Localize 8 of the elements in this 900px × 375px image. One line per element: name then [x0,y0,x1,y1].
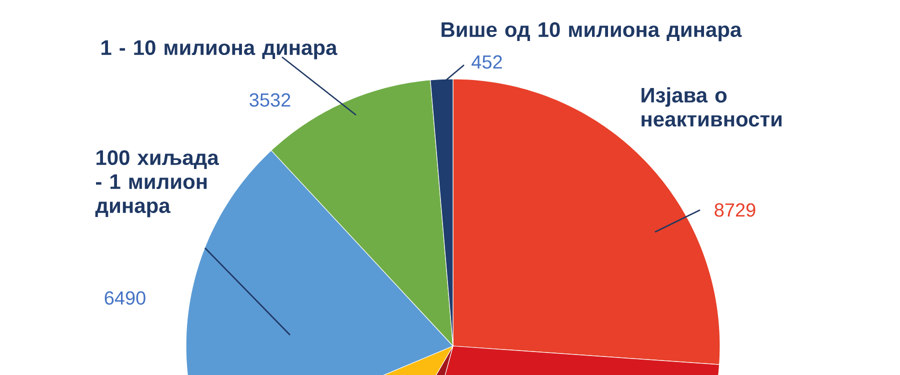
slice-label: 1 - 10 милиона динара [102,40,338,60]
slice-label: Изјава о неактивности [642,87,782,127]
slice-label: Више од 10 милиона динара [442,22,742,42]
data-label: 452 [472,55,502,69]
data-label: 8729 [714,203,756,217]
data-label: 3532 [250,93,290,107]
slice-label: 100 хиљада - 1 милион динара [95,150,219,218]
data-label: 6490 [104,291,146,305]
